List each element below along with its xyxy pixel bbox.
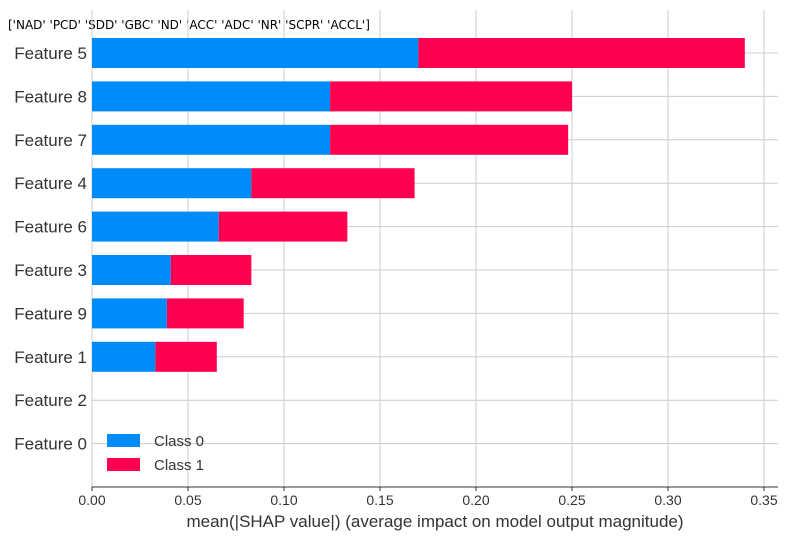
category-label: Feature 2: [14, 391, 87, 410]
category-labels: Feature 5 Feature 8 Feature 7 Feature 4 Feat…: [14, 44, 87, 454]
bar-feature-4-class-1: [251, 168, 415, 199]
bars: [92, 38, 745, 372]
bar-feature-7-class-0: [92, 124, 331, 155]
chart-title: ['NAD' 'PCD' 'SDD' 'GBC' 'ND' 'ACC' 'ADC…: [8, 18, 370, 32]
legend-label-class-1: Class 1: [154, 457, 204, 474]
category-label: Feature 8: [14, 87, 87, 106]
bar-feature-4-class-0: [92, 168, 252, 199]
x-tick-label: 0.00: [78, 492, 105, 508]
legend-swatch-class-1: [107, 458, 140, 471]
category-label: Feature 6: [14, 218, 87, 237]
x-axis-ticks: 0.00 0.05 0.10 0.15 0.20 0.25 0.30 0.35: [78, 487, 778, 508]
x-tick-label: 0.15: [366, 492, 393, 508]
bar-feature-3-class-1: [170, 255, 252, 285]
bar-feature-5-class-1: [418, 38, 745, 68]
bar-feature-9-class-0: [92, 298, 167, 329]
x-tick-label: 0.10: [270, 492, 297, 508]
bar-feature-1-class-0: [92, 341, 156, 372]
legend-swatch-class-0: [107, 434, 140, 447]
bar-feature-6-class-0: [92, 211, 219, 242]
x-axis-label: mean(|SHAP value|) (average impact on mo…: [186, 512, 683, 531]
category-label: Feature 4: [14, 174, 87, 193]
bar-feature-3-class-0: [92, 255, 171, 285]
x-tick-label: 0.25: [558, 492, 585, 508]
bar-feature-6-class-1: [218, 211, 348, 242]
bar-feature-5-class-0: [92, 38, 419, 68]
legend: Class 0 Class 1: [107, 433, 204, 474]
x-tick-label: 0.20: [462, 492, 489, 508]
category-label: Feature 7: [14, 131, 87, 150]
legend-label-class-0: Class 0: [154, 433, 204, 450]
bar-feature-7-class-1: [330, 124, 569, 155]
category-label: Feature 0: [14, 435, 87, 454]
bar-feature-9-class-1: [166, 298, 244, 329]
bar-feature-8-class-0: [92, 81, 331, 112]
x-tick-label: 0.05: [174, 492, 201, 508]
bar-feature-8-class-1: [330, 81, 572, 112]
category-label: Feature 9: [14, 304, 87, 323]
category-label: Feature 3: [14, 261, 87, 280]
x-tick-label: 0.35: [750, 492, 777, 508]
category-label: Feature 5: [14, 44, 87, 63]
x-tick-label: 0.30: [654, 492, 681, 508]
bar-feature-1-class-1: [155, 341, 217, 372]
category-label: Feature 1: [14, 348, 87, 367]
